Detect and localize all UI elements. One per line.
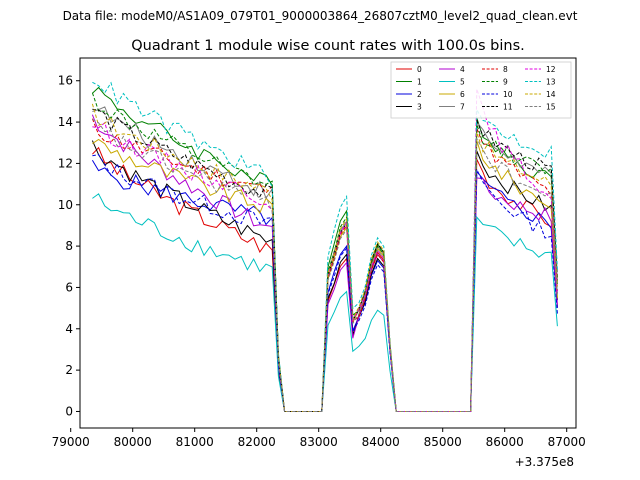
legend-label-6: 6 <box>460 90 465 99</box>
legend-label-11: 11 <box>503 103 513 112</box>
x-tick-label: 87000 <box>548 435 586 449</box>
series-line-9 <box>91 92 558 412</box>
legend-label-9: 9 <box>503 78 508 87</box>
y-tick-label: 10 <box>58 198 73 212</box>
legend-label-0: 0 <box>417 65 422 74</box>
x-axis: 79000 80000 81000 82000 83000 84000 85000 86000… <box>52 428 586 449</box>
data-file-caption: Data file: modeM0/AS1A09_079T01_90000038… <box>63 9 578 23</box>
y-tick-label: 6 <box>65 280 73 294</box>
legend-label-15: 15 <box>546 103 556 112</box>
series-line-15 <box>92 118 558 412</box>
y-tick-label: 8 <box>65 239 73 253</box>
legend-label-12: 12 <box>546 65 556 74</box>
x-tick-label: 83000 <box>300 435 338 449</box>
legend-label-8: 8 <box>503 65 508 74</box>
legend-label-3: 3 <box>417 103 422 112</box>
x-offset-label: +3.375e8 <box>515 455 574 469</box>
series-line-5 <box>92 193 558 412</box>
legend-label-5: 5 <box>460 78 465 87</box>
x-tick-label: 84000 <box>362 435 400 449</box>
legend-label-14: 14 <box>546 90 556 99</box>
legend-box <box>390 61 572 119</box>
x-tick-label: 86000 <box>486 435 524 449</box>
legend-label-1: 1 <box>417 78 422 87</box>
series-line-13 <box>92 81 558 412</box>
x-tick-label: 81000 <box>176 435 214 449</box>
series-layer <box>91 81 558 412</box>
series-line-4 <box>91 114 558 412</box>
y-tick-label: 14 <box>58 115 73 129</box>
y-tick-label: 4 <box>65 322 73 336</box>
x-tick-label: 79000 <box>52 435 90 449</box>
y-axis: 0 2 4 6 8 10 12 14 16 <box>58 74 80 418</box>
chart-title: Quadrant 1 module wise count rates with … <box>131 38 525 54</box>
legend-label-13: 13 <box>546 78 556 87</box>
legend-label-7: 7 <box>460 103 465 112</box>
series-line-8 <box>91 118 558 412</box>
plot-frame <box>79 57 577 429</box>
y-tick-label: 2 <box>65 363 73 377</box>
legend-label-4: 4 <box>460 65 465 74</box>
series-line-11 <box>92 108 558 412</box>
legend-label-2: 2 <box>417 90 422 99</box>
y-tick-label: 0 <box>65 404 73 418</box>
series-line-14 <box>91 103 558 412</box>
y-tick-label: 12 <box>58 156 73 170</box>
x-tick-label: 85000 <box>424 435 462 449</box>
plot-area: 79000 80000 81000 82000 83000 84000 85000 86000… <box>52 57 586 469</box>
y-tick-label: 16 <box>58 74 73 88</box>
x-tick-label: 80000 <box>114 435 152 449</box>
x-tick-label: 82000 <box>238 435 276 449</box>
legend-label-10: 10 <box>503 90 513 99</box>
